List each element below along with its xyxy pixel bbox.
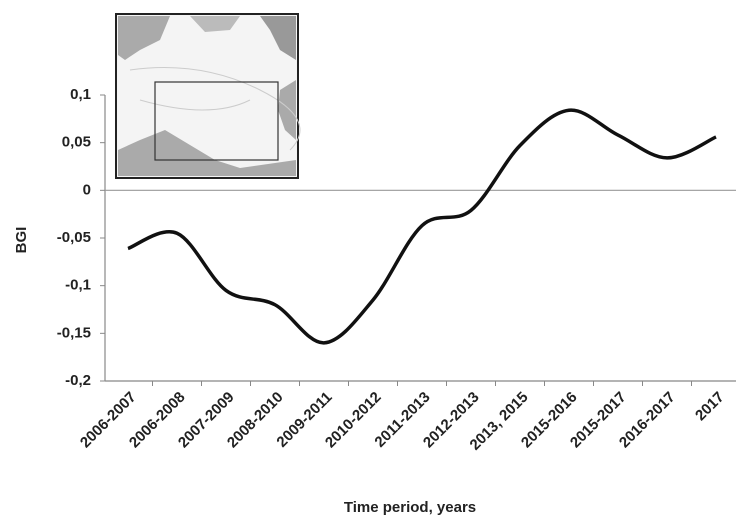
y-tick-label: 0,1 [70,86,91,103]
x-tick-label: 2017 [692,389,728,425]
y-tick-label: 0,05 [62,134,91,151]
y-tick-label: -0,1 [65,277,91,294]
x-axis-label: Time period, years [344,499,476,516]
data-line [127,108,717,345]
y-tick-label: 0 [83,181,91,198]
y-tick-label: -0,15 [57,324,91,341]
y-tick-label: -0,05 [57,229,91,246]
y-tick-label: -0,2 [65,372,91,389]
inset-map [115,13,301,179]
y-axis-label: BGI [13,227,30,254]
